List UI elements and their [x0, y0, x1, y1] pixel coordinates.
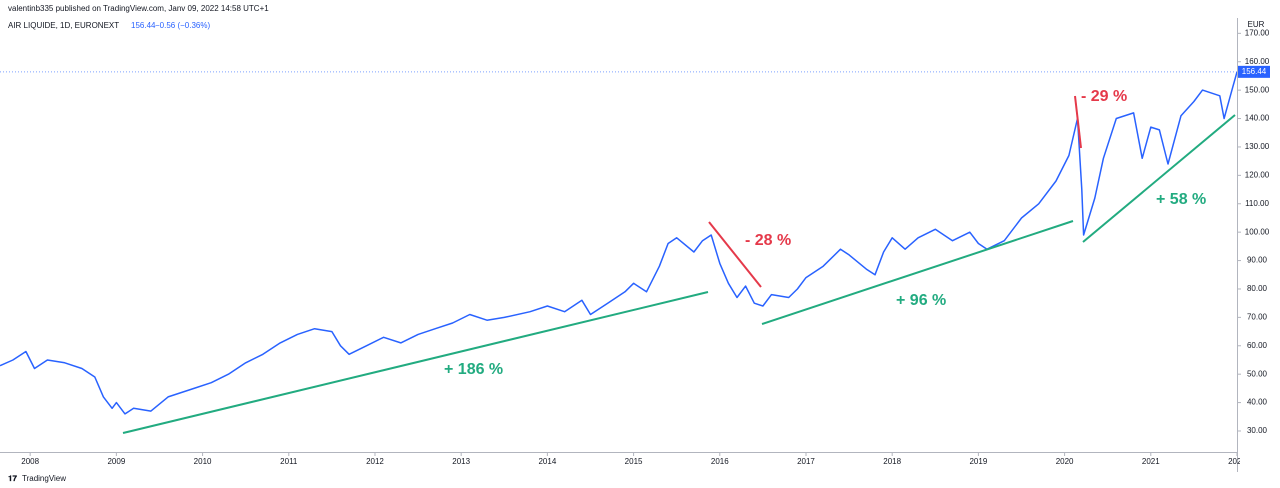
x-tick-label: 2008	[21, 457, 39, 466]
x-tick-label: 2011	[280, 457, 298, 466]
x-tick-label: 2020	[1056, 457, 1074, 466]
y-tick-label: 120.00	[1245, 170, 1270, 179]
x-tick-label: 2012	[366, 457, 384, 466]
y-tick-label: 170.00	[1245, 28, 1270, 37]
last-price-label: 156.44	[1242, 67, 1267, 76]
x-tick-label: 2009	[107, 457, 125, 466]
annotation: + 58 %	[1156, 191, 1206, 208]
annotation: + 186 %	[444, 361, 503, 378]
y-tick-label: 150.00	[1245, 85, 1270, 94]
y-tick-label: 160.00	[1245, 57, 1270, 66]
x-tick-label: 2021	[1142, 457, 1160, 466]
y-tick-label: 70.00	[1247, 312, 1268, 321]
annotation: + 96 %	[896, 292, 946, 309]
y-tick-label: 140.00	[1245, 114, 1270, 123]
x-tick-label: 2022	[1228, 457, 1246, 466]
trend-line	[1082, 114, 1236, 243]
annotation: - 28 %	[745, 232, 791, 249]
x-tick-label: 2018	[883, 457, 901, 466]
x-axis: 2008 2009 2010 2011 2012 2013 2014 2015 2016 2017…	[21, 452, 1246, 466]
change: −0.56 (−0.36%)	[155, 21, 210, 30]
y-tick-label: 80.00	[1247, 284, 1268, 293]
currency: EUR	[1248, 20, 1265, 29]
drawings	[122, 95, 1236, 434]
y-tick-label: 90.00	[1247, 256, 1268, 265]
x-tick-label: 2016	[711, 457, 729, 466]
y-tick-label: 60.00	[1247, 341, 1268, 350]
x-tick-label: 2013	[452, 457, 470, 466]
y-tick-label: 50.00	[1247, 369, 1268, 378]
trend-line	[1074, 95, 1082, 149]
y-tick-label: 130.00	[1245, 142, 1270, 151]
y-tick-label: 40.00	[1247, 398, 1268, 407]
trend-line	[761, 220, 1074, 325]
plot	[0, 71, 1237, 415]
symbol: AIR LIQUIDE, 1D, EURONEXT	[8, 21, 119, 30]
last-price-box	[1238, 65, 1270, 78]
y-tick-label: 30.00	[1247, 426, 1268, 435]
x-tick-label: 2014	[538, 457, 556, 466]
brand: TradingView	[22, 474, 66, 483]
logo: 𝟏𝟕	[8, 474, 17, 483]
trend-line	[122, 291, 709, 434]
x-tick-label: 2017	[797, 457, 815, 466]
publisher: valentinb335 published on TradingView.co…	[8, 4, 269, 13]
annotation: - 29 %	[1081, 88, 1127, 105]
x-tick-label: 2010	[194, 457, 212, 466]
x-tick-label: 2019	[969, 457, 987, 466]
trend-line	[708, 221, 762, 288]
x-tick-label: 2015	[625, 457, 643, 466]
y-tick-label: 110.00	[1245, 199, 1269, 208]
last-price-header: 156.44	[131, 21, 156, 30]
y-tick-label: 100.00	[1245, 227, 1270, 236]
price-line	[0, 71, 1237, 415]
